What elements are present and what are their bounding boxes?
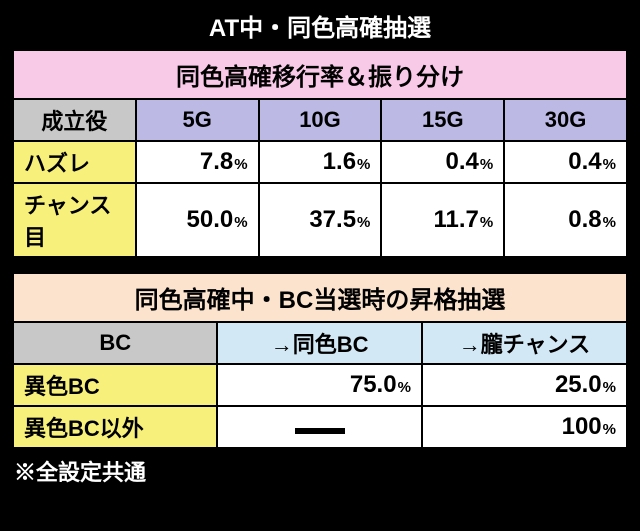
- table1-corner: 成立役: [13, 99, 136, 141]
- table-row: 異色BC 75.0% 25.0%: [13, 364, 627, 406]
- row-label: チャンス目: [13, 183, 136, 257]
- table1-col-1: 10G: [259, 99, 382, 141]
- data-cell: 75.0%: [217, 364, 421, 406]
- row-label: 異色BC以外: [13, 406, 217, 448]
- container: AT中・同色高確抽選 同色高確移行率＆振り分け 成立役 5G 10G 15G 3…: [0, 0, 640, 491]
- dash-icon: [295, 428, 345, 434]
- data-cell: 7.8%: [136, 141, 259, 183]
- table2-corner: BC: [13, 322, 217, 364]
- table2-col-1: →朧チャンス: [422, 322, 627, 364]
- data-cell: 1.6%: [259, 141, 382, 183]
- spacer: [12, 258, 628, 272]
- table-row: 異色BC以外 100%: [13, 406, 627, 448]
- table2-col-0: →同色BC: [217, 322, 421, 364]
- data-cell: 11.7%: [381, 183, 504, 257]
- data-cell: 25.0%: [422, 364, 627, 406]
- dash-cell: [217, 406, 421, 448]
- row-label: 異色BC: [13, 364, 217, 406]
- data-cell: 37.5%: [259, 183, 382, 257]
- footnote: ※全設定共通: [12, 455, 628, 487]
- table1-col-3: 30G: [504, 99, 627, 141]
- data-cell: 0.4%: [381, 141, 504, 183]
- table1-col-2: 15G: [381, 99, 504, 141]
- table2-header: 同色高確中・BC当選時の昇格抽選: [13, 273, 627, 322]
- table-1: 同色高確移行率＆振り分け 成立役 5G 10G 15G 30G ハズレ 7.8%…: [12, 49, 628, 258]
- table1-col-0: 5G: [136, 99, 259, 141]
- table-row: ハズレ 7.8% 1.6% 0.4% 0.4%: [13, 141, 627, 183]
- row-label: ハズレ: [13, 141, 136, 183]
- data-cell: 50.0%: [136, 183, 259, 257]
- table1-header: 同色高確移行率＆振り分け: [13, 50, 627, 99]
- data-cell: 0.4%: [504, 141, 627, 183]
- table-2: 同色高確中・BC当選時の昇格抽選 BC →同色BC →朧チャンス 異色BC 75…: [12, 272, 628, 449]
- data-cell: 0.8%: [504, 183, 627, 257]
- main-title: AT中・同色高確抽選: [12, 8, 628, 43]
- data-cell: 100%: [422, 406, 627, 448]
- table-row: チャンス目 50.0% 37.5% 11.7% 0.8%: [13, 183, 627, 257]
